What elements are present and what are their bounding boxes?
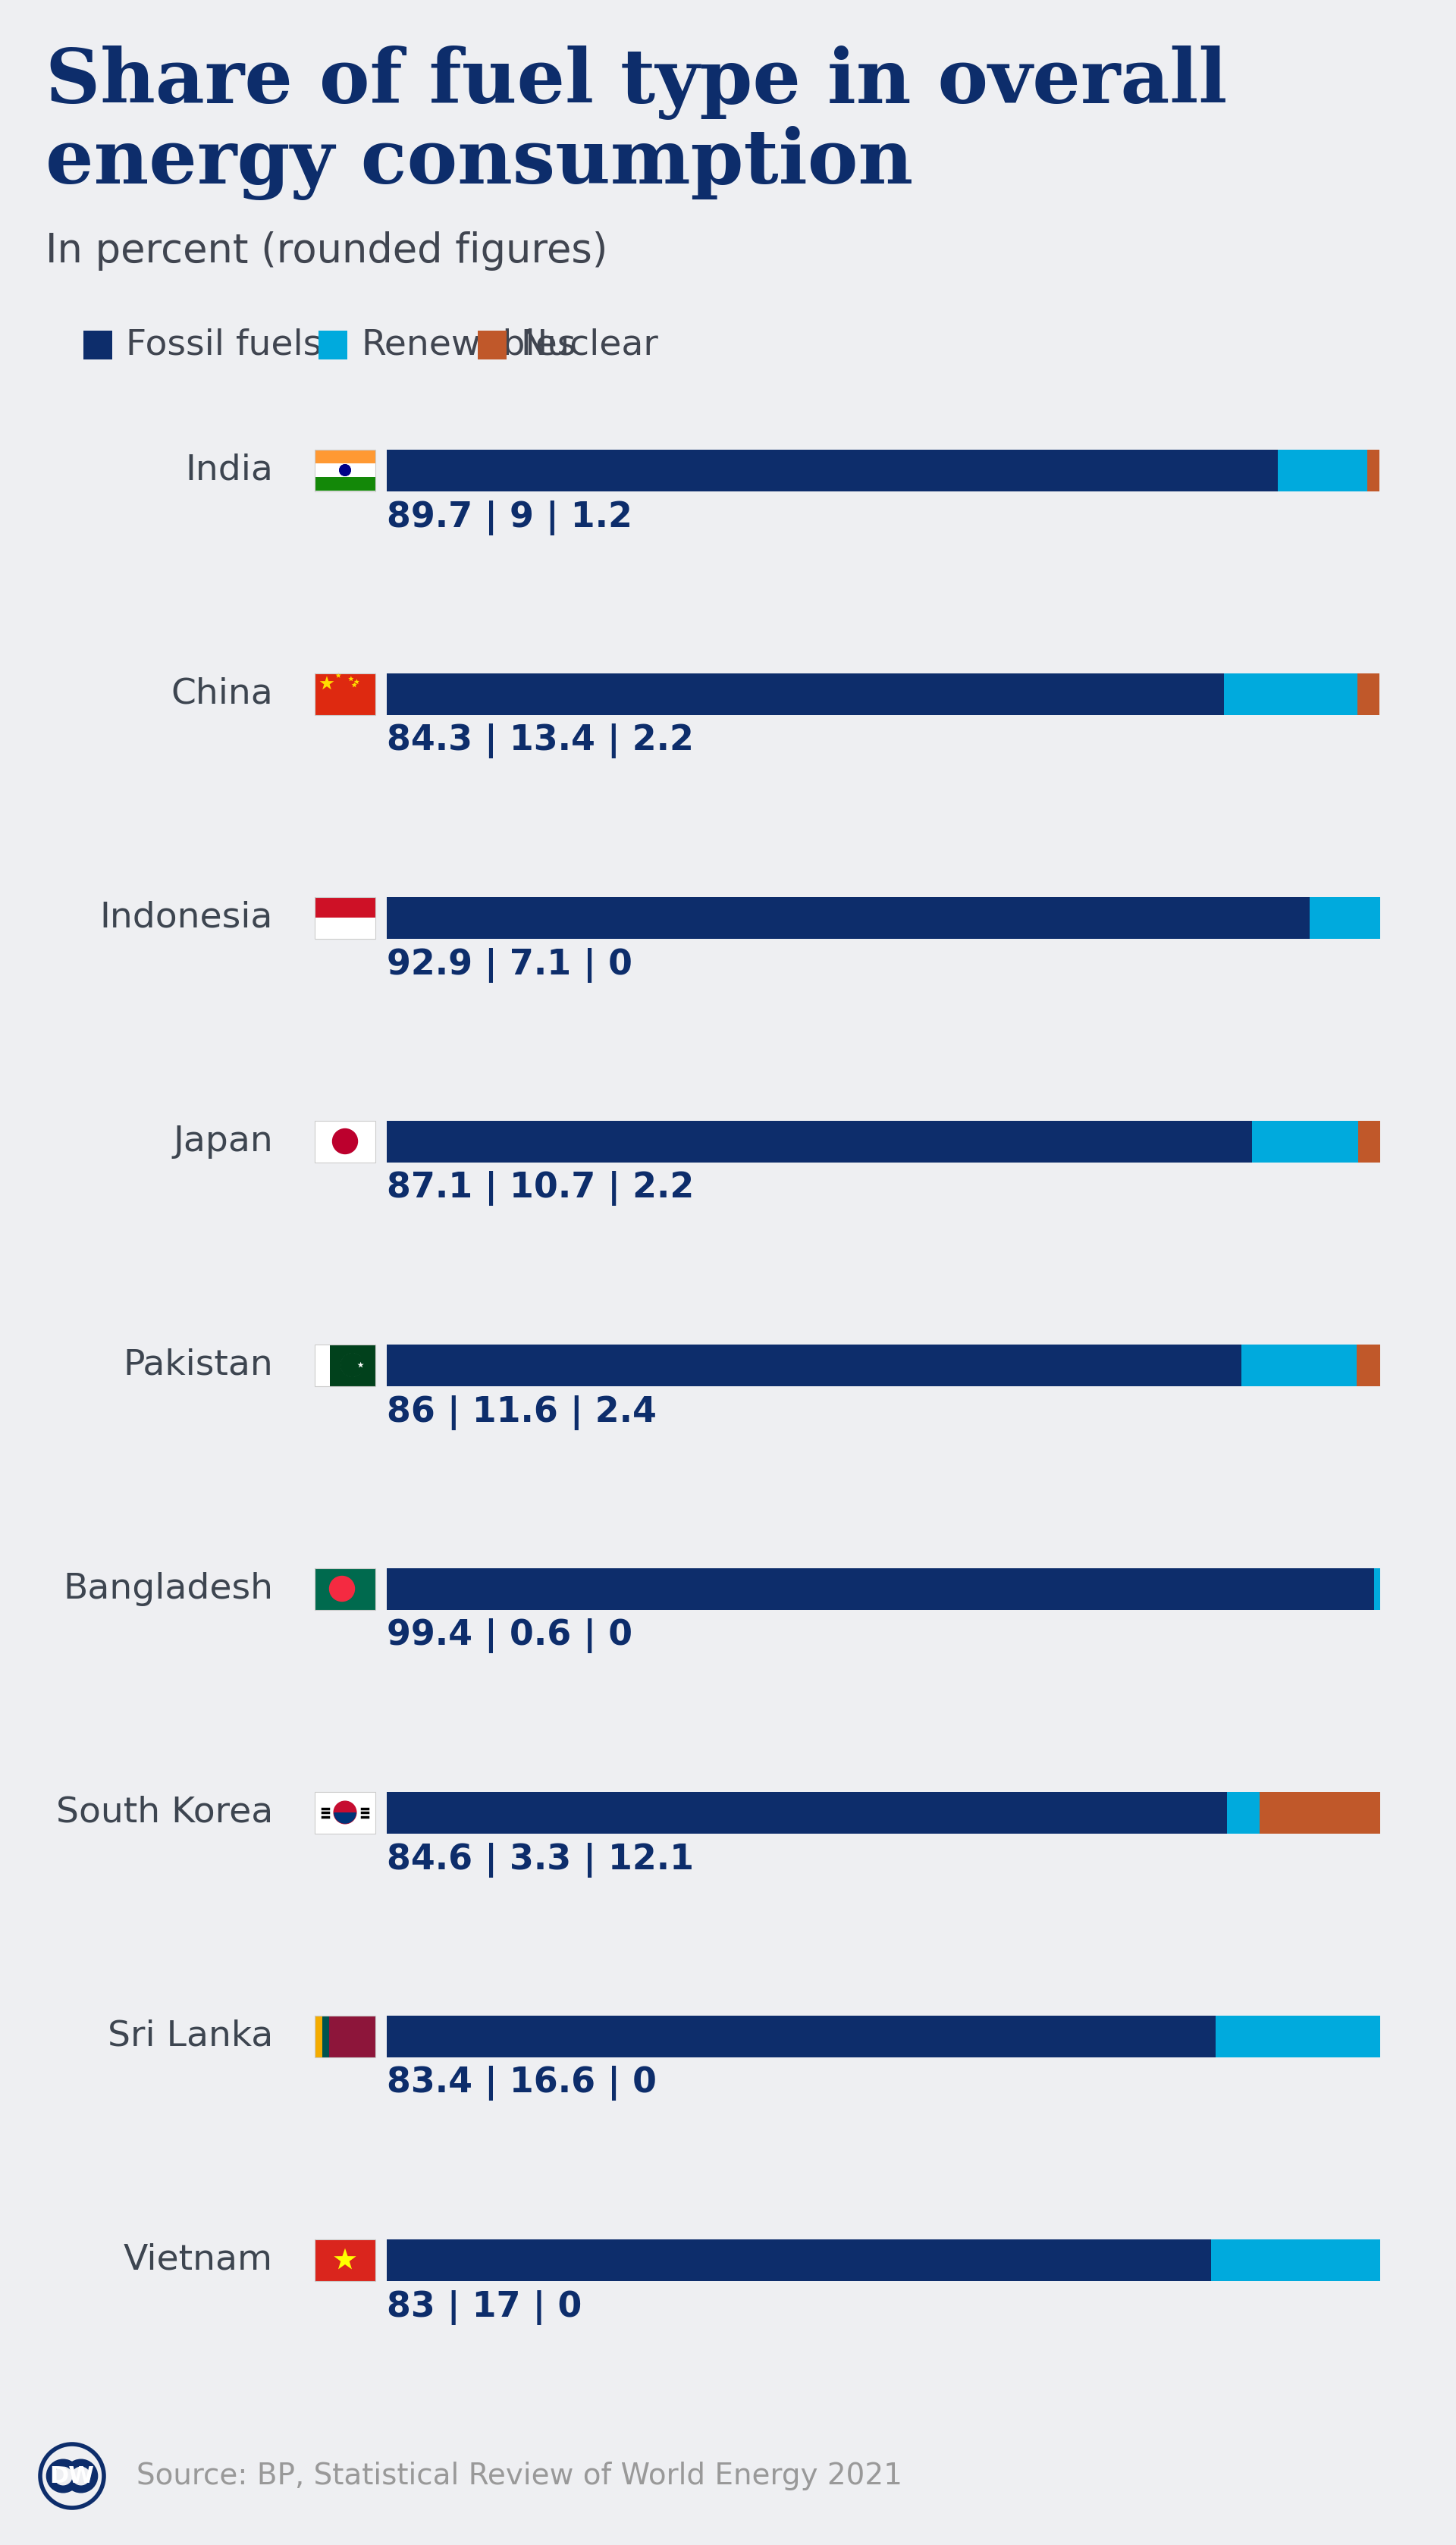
Circle shape [332, 1130, 358, 1153]
Bar [1227, 1792, 1259, 1832]
Bar [331, 1344, 376, 1387]
Bar [387, 896, 1309, 939]
Polygon shape [335, 672, 341, 677]
Text: Source: BP, Statistical Review of World Energy 2021: Source: BP, Statistical Review of World … [137, 2461, 903, 2492]
Bar [314, 1120, 376, 1163]
Bar [387, 450, 1278, 491]
Text: 87.1 | 10.7 | 2.2: 87.1 | 10.7 | 2.2 [387, 1171, 695, 1206]
Bar [314, 2240, 376, 2280]
Text: Sri Lanka: Sri Lanka [108, 2018, 274, 2054]
Bar [314, 1568, 376, 1608]
Bar [314, 2016, 376, 2056]
Polygon shape [320, 677, 333, 690]
Bar [314, 672, 376, 715]
Circle shape [347, 1356, 364, 1374]
Text: China: China [170, 677, 274, 710]
Bar [314, 1120, 376, 1163]
Bar [314, 1792, 376, 1832]
Text: 83 | 17 | 0: 83 | 17 | 0 [387, 2290, 582, 2324]
Bar [1374, 1568, 1380, 1608]
Circle shape [54, 2466, 71, 2484]
Bar [322, 2016, 329, 2056]
Bar [1358, 1120, 1380, 1163]
Bar [314, 1792, 376, 1832]
Bar [314, 672, 376, 715]
Text: 99.4 | 0.6 | 0: 99.4 | 0.6 | 0 [387, 1619, 632, 1654]
Bar [1259, 1792, 1380, 1832]
Bar [314, 919, 376, 939]
Bar [478, 331, 507, 359]
Text: Vietnam: Vietnam [124, 2242, 274, 2278]
Bar [1309, 896, 1380, 939]
Circle shape [341, 1354, 364, 1377]
Bar [314, 450, 376, 491]
Bar [314, 1568, 376, 1608]
Bar [1241, 1344, 1357, 1387]
Bar [1211, 2240, 1380, 2280]
Circle shape [339, 466, 351, 476]
Bar [1252, 1120, 1358, 1163]
Wedge shape [333, 1812, 357, 1825]
Text: 84.6 | 3.3 | 12.1: 84.6 | 3.3 | 12.1 [387, 1843, 695, 1878]
Text: Fossil fuels: Fossil fuels [125, 328, 322, 361]
Text: Nuclear: Nuclear [520, 328, 658, 361]
Bar [387, 2240, 1211, 2280]
Polygon shape [358, 1362, 364, 1367]
Bar [1357, 672, 1379, 715]
Bar [83, 331, 112, 359]
Bar [1278, 450, 1367, 491]
Polygon shape [348, 677, 354, 682]
Bar [387, 1344, 1241, 1387]
Polygon shape [354, 680, 360, 685]
Bar [314, 2016, 322, 2056]
Circle shape [329, 1575, 354, 1601]
Text: 83.4 | 16.6 | 0: 83.4 | 16.6 | 0 [387, 2067, 657, 2102]
Text: Share of fuel type in overall
energy consumption: Share of fuel type in overall energy con… [45, 46, 1227, 201]
Bar [314, 1344, 376, 1387]
Bar [1224, 672, 1357, 715]
Text: Bangladesh: Bangladesh [63, 1573, 274, 1606]
Text: 86 | 11.6 | 2.4: 86 | 11.6 | 2.4 [387, 1395, 657, 1430]
Circle shape [64, 2458, 98, 2492]
Text: Pakistan: Pakistan [124, 1349, 274, 1382]
Bar [387, 2016, 1216, 2056]
Text: DW: DW [50, 2466, 95, 2486]
Circle shape [341, 1354, 364, 1377]
Bar [314, 450, 376, 463]
Polygon shape [351, 682, 357, 687]
Circle shape [47, 2458, 80, 2492]
Bar [387, 1568, 1374, 1608]
Circle shape [348, 1356, 365, 1374]
Text: 84.3 | 13.4 | 2.2: 84.3 | 13.4 | 2.2 [387, 723, 693, 758]
Text: Renewables: Renewables [361, 328, 577, 361]
Bar [387, 1120, 1252, 1163]
Polygon shape [333, 2247, 357, 2270]
Text: Japan: Japan [173, 1125, 274, 1158]
Text: India: India [185, 453, 274, 486]
Text: Indonesia: Indonesia [100, 901, 274, 934]
Circle shape [71, 2466, 90, 2484]
Bar [314, 476, 376, 491]
Text: 92.9 | 7.1 | 0: 92.9 | 7.1 | 0 [387, 947, 632, 982]
Text: South Korea: South Korea [55, 1794, 274, 1830]
Bar [314, 2240, 376, 2280]
Text: In percent (rounded figures): In percent (rounded figures) [45, 232, 607, 270]
Bar [387, 672, 1224, 715]
Bar [319, 331, 348, 359]
Bar [1357, 1344, 1380, 1387]
Bar [314, 2016, 376, 2056]
Bar [1216, 2016, 1380, 2056]
Bar [314, 1344, 331, 1387]
Bar [314, 896, 376, 939]
Bar [387, 1792, 1227, 1832]
Circle shape [333, 1802, 357, 1825]
Bar [1367, 450, 1379, 491]
Bar [314, 463, 376, 476]
Bar [314, 896, 376, 919]
Text: 89.7 | 9 | 1.2: 89.7 | 9 | 1.2 [387, 501, 632, 534]
